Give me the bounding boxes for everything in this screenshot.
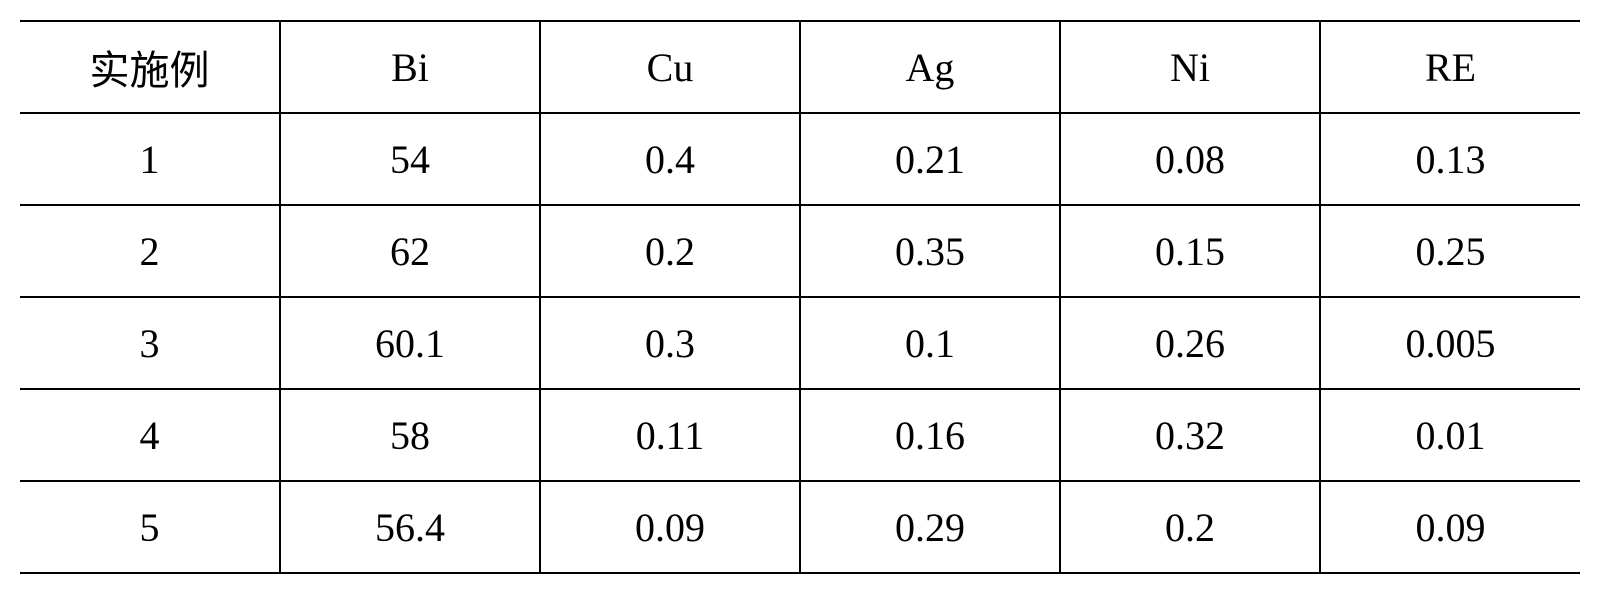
- table-row: 1 54 0.4 0.21 0.08 0.13: [20, 113, 1580, 205]
- cell: 0.16: [800, 389, 1060, 481]
- cell: 0.26: [1060, 297, 1320, 389]
- col-header-ag: Ag: [800, 21, 1060, 113]
- cell: 60.1: [280, 297, 540, 389]
- cell: 0.25: [1320, 205, 1580, 297]
- cell: 1: [20, 113, 280, 205]
- cell: 0.32: [1060, 389, 1320, 481]
- cell: 0.13: [1320, 113, 1580, 205]
- table-row: 4 58 0.11 0.16 0.32 0.01: [20, 389, 1580, 481]
- table-row: 2 62 0.2 0.35 0.15 0.25: [20, 205, 1580, 297]
- cell: 0.11: [540, 389, 800, 481]
- col-header-example: 实施例: [20, 21, 280, 113]
- cell: 0.15: [1060, 205, 1320, 297]
- col-header-re: RE: [1320, 21, 1580, 113]
- cell: 0.005: [1320, 297, 1580, 389]
- cell: 4: [20, 389, 280, 481]
- table-row: 3 60.1 0.3 0.1 0.26 0.005: [20, 297, 1580, 389]
- cell: 62: [280, 205, 540, 297]
- col-header-bi: Bi: [280, 21, 540, 113]
- cell: 0.09: [540, 481, 800, 573]
- table-row: 5 56.4 0.09 0.29 0.2 0.09: [20, 481, 1580, 573]
- cell: 56.4: [280, 481, 540, 573]
- cell: 5: [20, 481, 280, 573]
- cell: 0.08: [1060, 113, 1320, 205]
- cell: 0.29: [800, 481, 1060, 573]
- cell: 54: [280, 113, 540, 205]
- data-table: 实施例 Bi Cu Ag Ni RE 1 54 0.4 0.21 0.08 0.…: [20, 20, 1580, 574]
- cell: 0.3: [540, 297, 800, 389]
- table-header-row: 实施例 Bi Cu Ag Ni RE: [20, 21, 1580, 113]
- cell: 0.01: [1320, 389, 1580, 481]
- cell: 0.35: [800, 205, 1060, 297]
- cell: 0.21: [800, 113, 1060, 205]
- cell: 2: [20, 205, 280, 297]
- cell: 0.2: [540, 205, 800, 297]
- cell: 0.4: [540, 113, 800, 205]
- col-header-ni: Ni: [1060, 21, 1320, 113]
- col-header-cu: Cu: [540, 21, 800, 113]
- cell: 58: [280, 389, 540, 481]
- cell: 0.2: [1060, 481, 1320, 573]
- cell: 0.1: [800, 297, 1060, 389]
- cell: 3: [20, 297, 280, 389]
- cell: 0.09: [1320, 481, 1580, 573]
